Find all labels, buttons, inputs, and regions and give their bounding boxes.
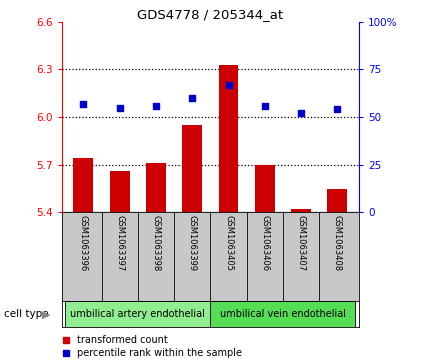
Text: GSM1063398: GSM1063398 — [151, 215, 161, 271]
Point — [334, 107, 341, 113]
Text: umbilical artery endothelial: umbilical artery endothelial — [71, 309, 205, 319]
Bar — [65, 301, 210, 327]
Point — [80, 101, 87, 107]
Point — [261, 103, 268, 109]
Text: umbilical vein endothelial: umbilical vein endothelial — [220, 309, 346, 319]
Text: GSM1063408: GSM1063408 — [333, 215, 342, 271]
Bar — [291, 209, 311, 212]
Text: GSM1063397: GSM1063397 — [115, 215, 124, 271]
Point — [298, 110, 304, 116]
Point — [225, 82, 232, 87]
Text: cell type: cell type — [4, 309, 49, 319]
Bar — [210, 301, 355, 327]
Point — [116, 105, 123, 110]
Bar — [110, 171, 130, 212]
Text: GSM1063399: GSM1063399 — [188, 215, 197, 271]
Text: GSM1063407: GSM1063407 — [297, 215, 306, 271]
Point — [189, 95, 196, 101]
Title: GDS4778 / 205344_at: GDS4778 / 205344_at — [137, 8, 283, 21]
Text: GSM1063396: GSM1063396 — [79, 215, 88, 271]
Point — [153, 103, 159, 109]
Text: ▶: ▶ — [42, 309, 50, 319]
Bar — [255, 165, 275, 212]
Text: GSM1063405: GSM1063405 — [224, 215, 233, 271]
Bar — [327, 188, 347, 212]
Bar — [182, 125, 202, 212]
Bar — [146, 163, 166, 212]
Bar — [74, 158, 94, 212]
Text: GSM1063406: GSM1063406 — [260, 215, 269, 271]
Legend: transformed count, percentile rank within the sample: transformed count, percentile rank withi… — [62, 335, 242, 358]
Bar — [218, 65, 238, 212]
